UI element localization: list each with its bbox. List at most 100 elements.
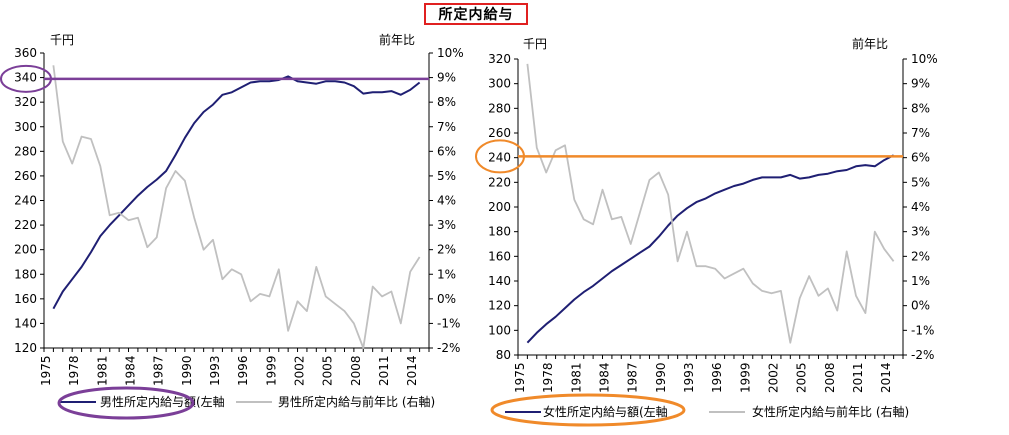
right-tick-label: 3% [911,225,930,239]
x-tick-label: 1987 [152,355,166,386]
right-tick-label: 2% [911,249,930,263]
x-tick-label: 2008 [823,362,837,393]
right-tick-label: 0% [911,299,930,313]
left-tick-label: 300 [488,77,511,91]
right-tick-label: 1% [911,274,930,288]
right-tick-label: 9% [911,77,930,91]
x-tick-label: 1975 [513,362,527,393]
x-tick-label: 2011 [851,362,865,393]
left-tick-label: 340 [14,71,37,85]
right-tick-label: 10% [437,46,464,60]
right-tick-label: 1% [437,267,456,281]
x-tick-label: 1987 [626,362,640,393]
left-tick-label: 280 [14,144,37,158]
salary-yoy-series-line [52,65,421,349]
right-tick-label: -1% [437,316,460,330]
page-title: 所定内給与 [424,3,528,25]
right-tick-label: 7% [437,120,456,134]
left-tick-label: 300 [14,120,37,134]
x-tick-label: 1978 [541,362,555,393]
left-tick-label: 360 [14,46,37,60]
right-tick-label: 2% [437,243,456,257]
x-tick-label: 1993 [208,355,222,386]
x-tick-label: 1984 [124,355,138,386]
x-tick-label: 1978 [67,355,81,386]
x-tick-label: 1999 [264,355,278,386]
left-tick-label: 320 [14,95,37,109]
right-tick-label: 10% [911,52,938,66]
right-tick-label: 3% [437,218,456,232]
x-tick-label: 2008 [349,355,363,386]
left-tick-label: 140 [14,316,37,330]
legend-label-yoy: 女性所定内給与前年比 (右軸) [752,404,909,419]
x-tick-label: 1984 [598,362,612,393]
left-tick-label: 200 [488,200,511,214]
left-tick-label: 220 [488,175,511,189]
right-tick-label: 7% [911,126,930,140]
right-tick-label: 6% [911,151,930,165]
left-tick-label: 120 [14,341,37,355]
right-tick-label: 5% [911,175,930,189]
right-tick-label: 8% [437,95,456,109]
x-tick-label: 1981 [569,362,583,393]
legend-label-yoy: 男性所定内給与前年比 (右軸) [278,394,435,409]
salary-amount-series-line [526,154,895,344]
x-tick-label: 1996 [236,355,250,386]
legend-highlight-ellipse [57,386,195,420]
left-tick-label: 160 [14,292,37,306]
left-tick-label: 280 [488,101,511,115]
left-tick-label: 80 [496,348,511,362]
left-tick-label: 240 [488,151,511,165]
x-tick-label: 1993 [682,362,696,393]
x-tick-label: 1990 [180,355,194,386]
x-tick-label: 2005 [795,362,809,393]
x-tick-label: 1975 [39,355,53,386]
left-tick-label: 260 [488,126,511,140]
legend-label-amount: 女性所定内給与額(左軸 [543,404,668,419]
right-tick-label: -2% [437,341,460,355]
left-tick-label: 320 [488,52,511,66]
left-tick-label: 200 [14,243,37,257]
x-tick-label: 2002 [767,362,781,393]
right-tick-label: 8% [911,101,930,115]
salary-yoy-series-line [526,63,895,344]
x-tick-label: 1996 [710,362,724,393]
x-tick-label: 2011 [377,355,391,386]
left-tick-label: 140 [488,274,511,288]
left-tick-label: 120 [488,299,511,313]
x-tick-label: 2005 [321,355,335,386]
left-tick-label: 160 [488,249,511,263]
left-tick-label: 260 [14,169,37,183]
female-salary-chart: 千円 前年比 80 100 120 140 160 180 200 220 240 260 280 300… [475,36,938,427]
left-tick-label: 240 [14,194,37,208]
right-tick-label: -1% [911,323,934,337]
highlight-axis-marker [475,139,525,174]
x-tick-label: 1981 [95,355,109,386]
legend-label-amount: 男性所定内給与額(左軸 [100,394,225,409]
right-tick-label: 9% [437,71,456,85]
left-tick-label: 180 [488,225,511,239]
left-unit-label: 千円 [50,33,74,47]
male-salary-chart: 千円 前年比 120 140 160 180 200 220 240 260 280 300 320 34… [0,32,464,420]
highlight-axis-marker [0,64,52,93]
left-tick-label: 180 [14,267,37,281]
right-tick-label: 5% [437,169,456,183]
right-tick-label: 6% [437,144,456,158]
x-tick-label: 1999 [738,362,752,393]
legend-highlight-ellipse [490,393,686,427]
right-unit-label: 前年比 [852,36,888,51]
right-tick-label: 0% [437,292,456,306]
x-tick-label: 1990 [654,362,668,393]
salary-amount-series-line [52,75,421,310]
x-tick-label: 2002 [293,355,307,386]
left-tick-label: 220 [14,218,37,232]
x-tick-label: 2014 [879,362,893,393]
right-tick-label: -2% [911,348,934,362]
left-unit-label: 千円 [523,37,547,51]
right-unit-label: 前年比 [379,32,415,47]
right-tick-label: 4% [437,194,456,208]
right-tick-label: 4% [911,200,930,214]
x-tick-label: 2014 [405,355,419,386]
left-tick-label: 100 [488,323,511,337]
